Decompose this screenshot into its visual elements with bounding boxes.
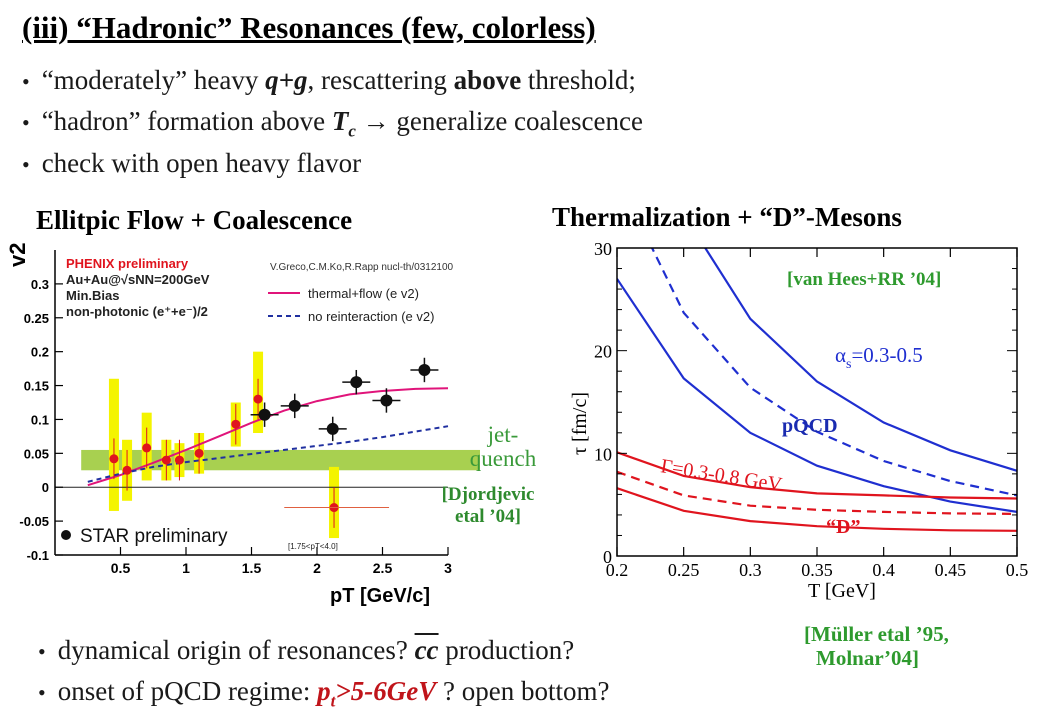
muller-l2: Molnar’04]	[816, 646, 920, 670]
x-tick-label: 0.5	[1006, 560, 1029, 580]
phenix-point	[109, 454, 119, 464]
phenix-point	[122, 465, 132, 475]
star-point	[350, 376, 363, 389]
x-tick-label: 2.5	[373, 560, 393, 576]
star-point	[288, 399, 301, 412]
phenix-point	[253, 394, 263, 404]
y-tick-label: 0.25	[24, 311, 49, 326]
alpha-rest: =0.3-0.5	[851, 343, 922, 367]
muller-ref: [Müller etal ’95, Molnar’04]	[804, 622, 949, 670]
jet-quench-l1: jet-	[487, 422, 519, 447]
legend-noreint-label: no reinteraction (e v2)	[308, 309, 434, 324]
star-label: STAR preliminary	[80, 526, 228, 547]
y-axis-label: v2	[5, 243, 30, 267]
x-tick-label: 3	[444, 560, 452, 576]
x-axis-label: pT [GeV/c]	[330, 585, 430, 607]
y-tick-label: 0	[42, 480, 49, 495]
y-tick-label: 0.15	[24, 379, 49, 394]
minbias-label: Min.Bias	[66, 288, 119, 303]
djordjevic-l1: [Djordjevic	[441, 484, 535, 505]
x-tick-label: 0.3	[739, 560, 762, 580]
djordjevic-ref: [Djordjevic etal ’04]	[418, 484, 558, 528]
v2-chart: 0.5 1 1.5 2 2.5 3 -0.1 -0.05 0 0.05 0.1 0.15 0.2 0.25…	[5, 243, 480, 607]
alpha-sub: s	[846, 357, 851, 372]
x-tick-label: 0.45	[935, 560, 967, 580]
system-label: Au+Au@√sNN=200GeV	[66, 272, 210, 287]
nonphot-label: non-photonic (e⁺+e⁻)/2	[66, 304, 208, 319]
phenix-label: PHENIX preliminary	[66, 256, 189, 271]
d-meson-curve	[617, 470, 1017, 515]
credit-label: V.Greco,C.M.Ko,R.Rapp nucl-th/0312100	[270, 262, 454, 273]
muller-l1: [Müller etal ’95,	[804, 622, 949, 646]
x-tick-label: 0.5	[111, 560, 131, 576]
alpha-label: αs=0.3-0.5	[835, 343, 923, 372]
y-tick-label: 20	[594, 342, 612, 362]
x-tick-label: 0.25	[668, 560, 700, 580]
bullet-bottom-2: • onset of pQCD regime: pt>5-6GeV ? open …	[38, 676, 610, 711]
ref-label: [van Hees+RR ’04]	[787, 269, 941, 290]
left-section-title: Ellitpic Flow + Coalescence	[36, 205, 353, 235]
y-tick-label: 0.1	[31, 412, 49, 427]
star-legend-marker	[61, 530, 71, 540]
y-tick-label: -0.1	[27, 548, 49, 563]
y-tick-label: 0.2	[31, 345, 49, 360]
pqcd-curve	[617, 278, 1017, 513]
y-tick-label: 0	[603, 547, 612, 567]
page-title: (iii) “Hadronic” Resonances (few, colorl…	[22, 10, 596, 45]
jet-quench-l2: quench	[469, 446, 537, 471]
phenix-point	[231, 419, 241, 429]
bullet-3: • check with open heavy flavor	[22, 148, 362, 178]
d-label: “D”	[826, 516, 860, 538]
star-point	[380, 394, 393, 407]
y-tick-label: -0.05	[19, 514, 49, 529]
pqcd-label: pQCD	[782, 415, 838, 437]
x-tick-label: 0.4	[872, 560, 895, 580]
bullet-2: • “hadron” formation above Tc → generaliz…	[22, 106, 643, 141]
star-range-label: [1.75<pT<4.0]	[288, 542, 338, 551]
djordjevic-l2: etal ’04]	[455, 506, 521, 527]
x-tick-label: 2	[313, 560, 321, 576]
x-tick-label: 1.5	[242, 560, 262, 576]
pqcd-curve	[650, 248, 1017, 497]
d-meson-curve	[617, 451, 1017, 500]
bullet-1: • “moderately” heavy q+g, rescattering ab…	[22, 65, 636, 95]
no-reinteraction-curve	[87, 425, 449, 483]
legend-thermal-label: thermal+flow (e v2)	[308, 286, 419, 301]
x-tick-label: 0.35	[801, 560, 833, 580]
y-axis-label: τ [fm/c]	[569, 392, 591, 455]
chart-background	[556, 232, 1032, 606]
phenix-point	[161, 455, 171, 465]
x-tick-label: 1	[182, 560, 190, 576]
phenix-point	[194, 448, 204, 458]
star-point	[418, 363, 431, 376]
x-axis-label: T [GeV]	[808, 580, 876, 602]
jet-quench-label: jet- quench	[448, 423, 558, 471]
y-tick-label: 0.3	[31, 277, 49, 292]
x-tick-label: 0.2	[606, 560, 629, 580]
y-tick-label: 0.05	[24, 446, 49, 461]
right-section-title: Thermalization + “D”-Mesons	[552, 202, 902, 232]
phenix-point	[142, 443, 152, 453]
star-point	[258, 408, 271, 421]
y-tick-label: 30	[594, 239, 612, 259]
bullet-bottom-1: • dynamical origin of resonances? cc prod…	[38, 635, 575, 665]
pqcd-curve	[703, 248, 1017, 472]
phenix-point	[174, 455, 184, 465]
star-point	[326, 422, 339, 435]
legend-box	[260, 256, 450, 326]
y-tick-label: 10	[594, 444, 612, 464]
alpha-symbol: α	[835, 343, 846, 367]
d-meson-curve	[617, 487, 1017, 532]
